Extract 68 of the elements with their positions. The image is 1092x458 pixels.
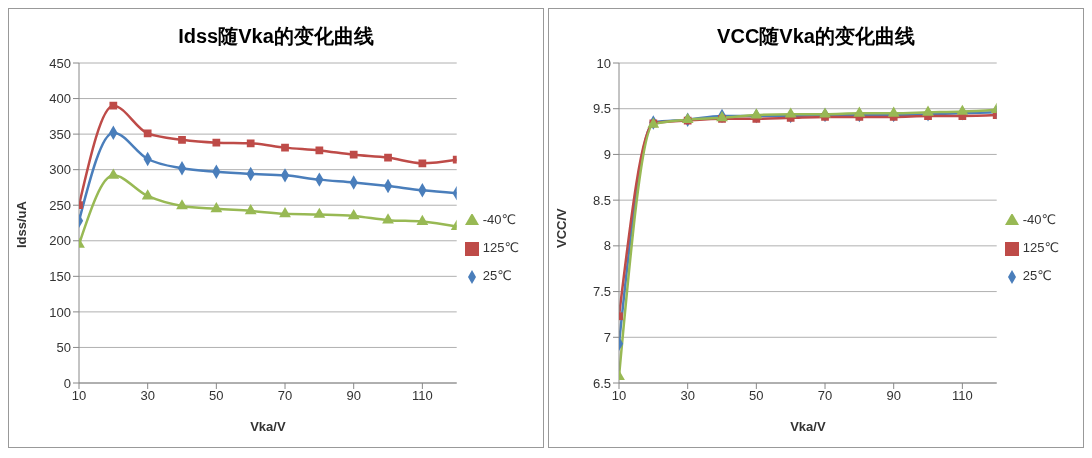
- y-tick-label: 150: [49, 268, 71, 284]
- y-tick-label: 9.5: [592, 101, 611, 117]
- point: [143, 129, 152, 138]
- point: [784, 107, 797, 118]
- x-tick-label: 90: [886, 388, 901, 404]
- y-tick-label: 7: [603, 329, 611, 345]
- point: [313, 207, 326, 218]
- legend-label: 25℃: [1022, 268, 1052, 283]
- x-tick-label: 30: [680, 388, 695, 404]
- x-axis-title: Vka/V: [250, 419, 286, 434]
- point: [176, 199, 188, 210]
- point: [956, 104, 969, 115]
- y-tick-label: 400: [49, 91, 71, 107]
- y-tick-label: 9: [603, 147, 611, 163]
- point: [819, 107, 831, 118]
- point: [922, 105, 934, 116]
- point: [315, 146, 324, 155]
- x-tick-label: 30: [140, 388, 155, 404]
- point: [212, 138, 221, 147]
- x-tick-label: 90: [346, 388, 361, 404]
- x-tick-label: 70: [817, 388, 833, 404]
- x-tick-label: 110: [952, 388, 973, 404]
- y-tick-label: 6.5: [592, 375, 611, 391]
- y-tick-label: 350: [49, 126, 71, 142]
- y-axis-title: VCC/V: [553, 207, 569, 248]
- point: [349, 150, 358, 159]
- y-tick-label: 8.5: [592, 192, 611, 208]
- legend-label: 25℃: [482, 268, 512, 283]
- legend-label: 125℃: [482, 240, 519, 255]
- x-tick-label: 50: [749, 388, 764, 404]
- point: [107, 168, 120, 179]
- point: [347, 209, 360, 220]
- legend-label: -40℃: [482, 212, 517, 227]
- point: [246, 139, 255, 148]
- y-tick-label: 7.5: [592, 284, 611, 300]
- y-tick-label: 250: [49, 197, 71, 213]
- x-tick-label: 50: [209, 388, 224, 404]
- chart-title: VCC随Vka的变化曲线: [716, 24, 916, 49]
- point: [887, 106, 900, 117]
- y-tick-label: 8: [603, 238, 611, 254]
- legend-label: 125℃: [1022, 240, 1059, 255]
- y-tick-label: 0: [63, 375, 71, 391]
- y-tick-label: 300: [49, 162, 71, 178]
- point: [109, 101, 118, 110]
- point: [141, 189, 154, 200]
- x-tick-label: 110: [412, 388, 433, 404]
- chart-title: Idss随Vka的变化曲线: [177, 24, 375, 49]
- point: [418, 159, 427, 168]
- y-tick-label: 50: [56, 340, 71, 356]
- point: [178, 135, 186, 144]
- point: [853, 106, 866, 117]
- point: [281, 143, 289, 152]
- x-tick-label: 10: [71, 388, 87, 404]
- point: [750, 108, 763, 119]
- y-tick-label: 10: [596, 55, 611, 71]
- x-axis-title: Vka/V: [790, 419, 826, 434]
- point: [244, 204, 257, 215]
- legend-label: -40℃: [1022, 212, 1057, 227]
- x-tick-label: 70: [277, 388, 293, 404]
- point: [384, 153, 392, 162]
- y-tick-label: 100: [49, 304, 71, 320]
- point: [279, 206, 291, 218]
- point: [210, 201, 223, 213]
- y-tick-label: 200: [49, 233, 71, 249]
- y-axis-title: Idss/uA: [13, 200, 29, 248]
- point: [382, 213, 394, 224]
- point: [416, 214, 429, 225]
- y-tick-label: 450: [49, 55, 71, 71]
